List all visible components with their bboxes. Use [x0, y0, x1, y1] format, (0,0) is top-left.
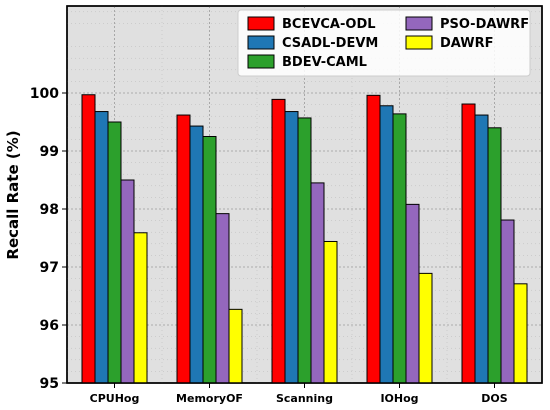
y-tick-label: 95: [40, 376, 59, 392]
legend-swatch: [405, 16, 433, 31]
bars: [81, 94, 528, 384]
bar-csadl-devm-dos: [474, 114, 489, 384]
legend-label: BDEV-CAML: [282, 55, 367, 70]
x-tick-label: IOHog: [380, 392, 418, 405]
bar-pso-dawrf-dos: [500, 219, 515, 384]
y-axis-label: Recall Rate (%): [4, 130, 22, 259]
bar-dawrf-scanning: [323, 240, 338, 384]
y-tick-label: 97: [40, 260, 59, 276]
bar-dawrf-dos: [513, 283, 528, 384]
bar-dawrf-iohog: [418, 272, 433, 384]
legend-label: BCEVCA-ODL: [282, 17, 376, 32]
bar-csadl-devm-cpuhog: [94, 111, 109, 384]
bar-bdev-caml-memoryof: [202, 136, 217, 384]
bar-pso-dawrf-scanning: [310, 182, 325, 384]
bar-dawrf-memoryof: [228, 308, 243, 384]
y-tick-label: 99: [40, 144, 59, 160]
bar-bdev-caml-iohog: [392, 113, 407, 384]
bar-bdev-caml-cpuhog: [107, 121, 122, 384]
y-axis-ticks: 95 96 97 98 99 100: [30, 86, 67, 392]
x-tick-label: DOS: [481, 392, 507, 405]
bar-bcevca-odl-memoryof: [176, 114, 191, 384]
legend-box: [237, 9, 531, 77]
bar-dawrf-cpuhog: [133, 232, 148, 384]
legend-swatch: [247, 35, 275, 50]
x-tick-label: CPUHog: [90, 392, 140, 405]
bar-csadl-devm-scanning: [284, 111, 299, 384]
legend-label: CSADL-DEVM: [282, 36, 378, 51]
y-tick-label: 100: [30, 86, 59, 102]
bar-bcevca-odl-scanning: [271, 98, 286, 384]
legend-swatch: [247, 16, 275, 31]
y-tick-label: 96: [40, 318, 59, 334]
legend-swatch: [247, 54, 275, 69]
legend: BCEVCA-ODL CSADL-DEVM BDEV-CAML PSO-DAWRF DA…: [237, 9, 531, 77]
bar-pso-dawrf-iohog: [405, 203, 420, 384]
plot-frame: [66, 5, 543, 384]
y-tick-label: 98: [40, 202, 59, 218]
x-tick-label: Scanning: [276, 392, 333, 405]
bar-bcevca-odl-iohog: [366, 94, 381, 384]
bar-csadl-devm-memoryof: [189, 125, 204, 384]
legend-label: PSO-DAWRF: [440, 17, 529, 32]
legend-label: DAWRF: [440, 36, 494, 51]
bar-csadl-devm-iohog: [379, 105, 394, 384]
bar-bcevca-odl-dos: [461, 103, 476, 384]
bar-pso-dawrf-memoryof: [215, 213, 230, 384]
bar-bdev-caml-scanning: [297, 117, 312, 384]
bar-bcevca-odl-cpuhog: [81, 94, 96, 384]
bar-pso-dawrf-cpuhog: [120, 179, 135, 384]
bar-bdev-caml-dos: [487, 127, 502, 384]
legend-swatch: [405, 35, 433, 50]
x-tick-label: MemoryOF: [176, 392, 243, 405]
x-axis-ticks: CPUHog MemoryOF Scanning IOHog DOS: [90, 383, 508, 405]
